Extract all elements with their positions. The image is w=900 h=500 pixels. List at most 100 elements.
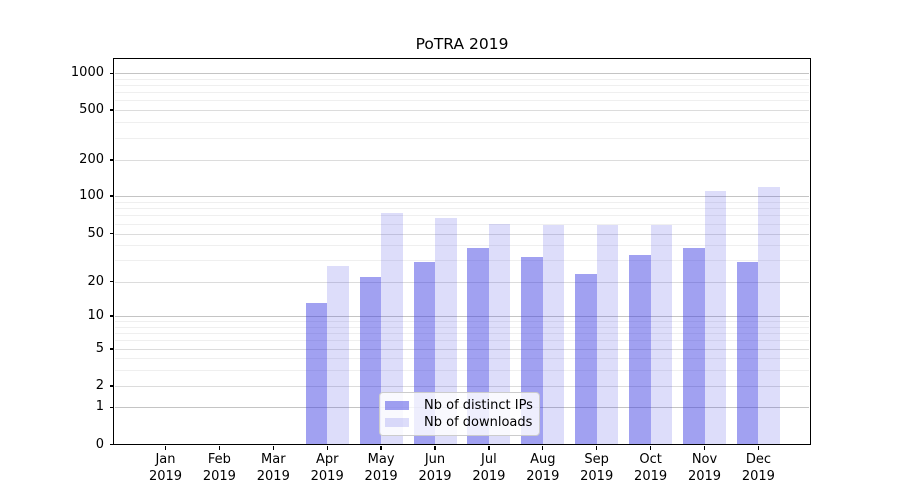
y-gridline-minor [115, 122, 809, 124]
x-tick-mark [218, 445, 221, 450]
x-tick-label: Nov 2019 [673, 452, 737, 485]
y-tick-label: 500 [79, 102, 104, 117]
y-gridline-minor [115, 321, 809, 323]
bar-downloads [435, 218, 457, 445]
y-gridline-minor [115, 326, 809, 328]
x-tick-mark [488, 445, 490, 450]
x-tick-mark [703, 445, 706, 450]
x-tick-label: Jul 2019 [457, 452, 521, 485]
bar-downloads [596, 224, 619, 445]
legend-swatch-downloads [385, 417, 409, 428]
bar-distinct-ips [736, 262, 759, 445]
y-gridline-minor [115, 340, 809, 342]
y-tick-label: 1000 [70, 65, 104, 81]
y-gridline-major [115, 73, 809, 75]
x-tick-label: Aug 2019 [511, 452, 575, 485]
legend-swatch-distinct-ips [385, 400, 409, 411]
x-tick-year: 2019 [148, 468, 183, 484]
y-tick-mark [109, 348, 114, 350]
y-tick-mark [109, 406, 114, 408]
y-tick-label: 0 [95, 436, 104, 452]
y-gridline [115, 386, 809, 387]
legend: Nb of distinct IPs Nb of downloads [379, 392, 540, 436]
x-tick-month: May [367, 452, 395, 467]
x-tick-month: Feb [207, 452, 231, 467]
x-tick-year: 2019 [472, 468, 506, 484]
bar-distinct-ips [683, 247, 705, 445]
legend-label-distinct-ips: Nb of distinct IPs [424, 398, 533, 413]
x-tick-month: Apr [315, 452, 339, 467]
x-tick-month: Aug [530, 452, 556, 467]
x-tick-month: Nov [691, 452, 718, 467]
x-tick-label: Oct 2019 [619, 452, 683, 485]
x-tick-label: Jan 2019 [134, 452, 198, 485]
x-tick-year: 2019 [741, 468, 775, 484]
y-gridline [115, 349, 809, 350]
x-tick-month: Jul [481, 452, 497, 467]
legend-item-downloads: Nb of downloads [385, 414, 534, 431]
y-gridline-minor [115, 369, 809, 371]
x-tick-month: Mar [261, 452, 286, 467]
x-tick-mark [649, 445, 652, 450]
y-tick-mark [109, 385, 114, 387]
x-tick-mark [434, 445, 436, 450]
x-tick-year: 2019 [256, 468, 290, 484]
bar-distinct-ips [575, 274, 597, 445]
bar-distinct-ips [359, 276, 382, 445]
y-tick-label: 2 [95, 378, 104, 393]
y-gridline-minor [115, 208, 809, 210]
x-tick-month: Jan [155, 452, 176, 467]
x-tick-label: Sep 2019 [565, 452, 629, 485]
y-tick-label: 20 [87, 273, 104, 289]
x-tick-mark [380, 445, 382, 450]
x-tick-year: 2019 [687, 468, 722, 484]
x-tick-month: Jun [424, 452, 446, 467]
x-tick-label: Mar 2019 [241, 452, 305, 485]
x-tick-label: May 2019 [349, 452, 413, 485]
y-tick-mark [109, 195, 114, 197]
x-tick-year: 2019 [418, 468, 452, 484]
x-tick-label: Feb 2019 [187, 452, 251, 485]
bar-downloads [381, 213, 403, 445]
y-tick-mark [109, 232, 114, 235]
y-tick-mark [109, 109, 114, 111]
y-gridline-minor [115, 85, 809, 87]
y-tick-label: 10 [87, 308, 104, 323]
bar-downloads [488, 223, 511, 445]
x-tick-label: Dec 2019 [726, 452, 790, 485]
x-tick-mark [164, 445, 167, 450]
y-gridline-minor [115, 332, 809, 334]
legend-label-downloads: Nb of downloads [424, 415, 533, 430]
y-gridline-major [115, 196, 809, 197]
y-tick-mark [109, 159, 114, 161]
x-tick-month: Dec [745, 452, 771, 467]
y-gridline-minor [115, 215, 809, 217]
y-gridline [115, 160, 809, 161]
y-tick-label: 200 [79, 152, 104, 167]
y-gridline-minor [115, 78, 809, 80]
legend-item-distinct-ips: Nb of distinct IPs [385, 397, 534, 414]
y-tick-label: 100 [79, 188, 104, 203]
y-gridline-minor [115, 245, 809, 247]
y-gridline-minor [115, 358, 809, 359]
y-tick-label: 50 [87, 225, 104, 241]
x-tick-year: 2019 [202, 468, 236, 484]
y-tick-mark [109, 315, 114, 317]
y-tick-label: 5 [95, 341, 104, 356]
x-tick-month: Oct [639, 452, 662, 467]
y-gridline [115, 281, 809, 283]
y-gridline-minor [115, 201, 809, 203]
y-gridline-major [115, 316, 809, 317]
y-gridline [115, 233, 809, 235]
y-tick-mark [109, 72, 114, 74]
x-tick-year: 2019 [310, 468, 344, 484]
x-tick-label: Apr 2019 [295, 452, 359, 485]
x-tick-mark [272, 445, 274, 450]
x-tick-mark [542, 445, 544, 450]
y-gridline-minor [115, 92, 809, 94]
x-tick-month: Sep [584, 452, 609, 467]
x-tick-mark [596, 445, 598, 450]
x-tick-year: 2019 [634, 468, 668, 484]
y-gridline-minor [115, 100, 809, 102]
